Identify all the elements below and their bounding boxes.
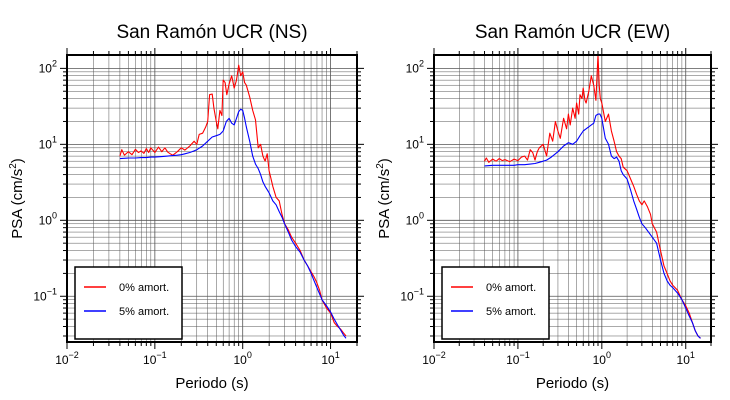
panel1-y-tick-label: 100 [39,210,57,227]
panel2-x-tick-label: 10−1 [506,350,530,367]
panel1-x-tick-label: 100 [234,350,252,367]
panel2-y-tick-label: 100 [406,210,424,227]
panel2-legend-box [441,266,550,340]
panel1-legend-label: 0% amort. [119,282,169,294]
panel1-chart: San Ramón UCR (NS) 10−2 10−1 100 101 10−1 100 1… [8,22,364,392]
panel2-plot-frame [433,54,712,343]
panel1-grid [66,55,358,342]
panel1-y-tick-label: 10−1 [33,286,57,303]
panel1-plot-frame [66,54,358,343]
panel2-y-tick-label: 10−1 [400,286,424,303]
panel2-series-line-undamped [484,54,701,339]
panel1-y-tick-label: 102 [39,58,57,75]
panel1-legend-box [74,266,183,340]
panel2-legend-label: 0% amort. [486,282,536,294]
panel2-series-line-damped [484,113,701,339]
panel2-y-axis-label: PSA (cm/s2) [375,158,393,239]
panel1-y-axis-label: PSA (cm/s2) [8,158,26,239]
panel2-x-tick-label: 100 [593,350,611,367]
panel2-title: San Ramón UCR (EW) [475,22,670,43]
panel1-legend-label: 5% amort. [119,306,169,318]
panel1-x-tick-label: 101 [321,350,339,367]
panel2-x-tick-label: 10−2 [422,350,446,367]
panel2-chart: San Ramón UCR (EW) 10−2 10−1 100 101 10−1 100 1… [375,22,718,392]
panel1-series-line-damped [119,108,347,339]
panel2-x-axis-label: Periodo (s) [536,375,609,392]
panel1-y-tick-label: 101 [39,134,57,151]
panel2-legend-label: 5% amort. [486,306,536,318]
panel2-y-tick-label: 102 [406,58,424,75]
panel2-x-tick-label: 101 [677,350,695,367]
panel1-x-tick-label: 10−1 [143,350,167,367]
panel2-y-tick-label: 101 [406,134,424,151]
panel1-x-axis-label: Periodo (s) [175,375,248,392]
panel1-legend: 0% amort. 5% amort. [74,266,183,340]
panel2-legend: 0% amort. 5% amort. [441,266,550,340]
panel1-title: San Ramón UCR (NS) [116,22,307,43]
panel1-x-tick-label: 10−2 [55,350,79,367]
